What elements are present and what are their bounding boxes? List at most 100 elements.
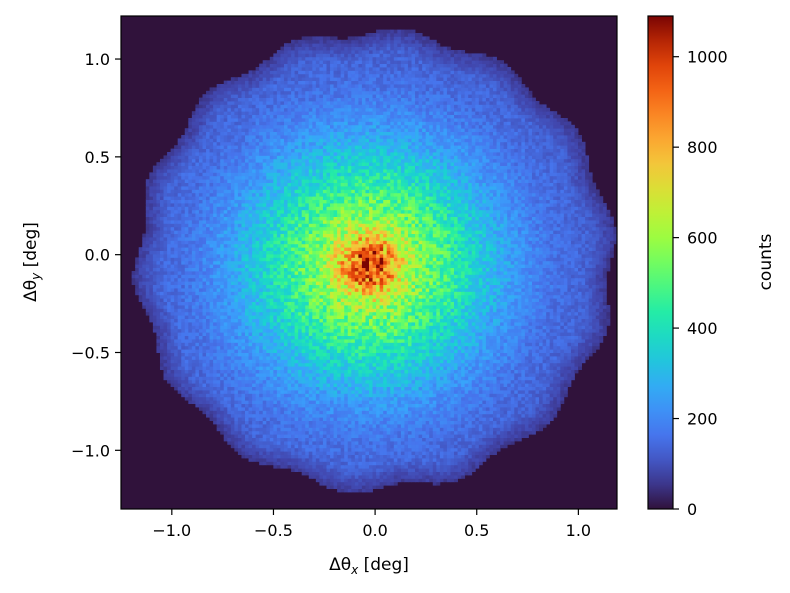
heatmap-cell: [361, 400, 366, 404]
heatmap-cell: [337, 339, 342, 343]
heatmap-cell: [283, 407, 288, 411]
heatmap-cell: [404, 345, 409, 350]
heatmap-cell: [489, 345, 494, 350]
heatmap-cell: [429, 339, 434, 343]
heatmap-cell: [443, 379, 448, 384]
heatmap-cell: [500, 328, 505, 333]
heatmap-cell: [468, 424, 473, 428]
heatmap-cell: [347, 444, 352, 449]
heatmap-cell: [390, 349, 395, 353]
heatmap-cell: [245, 356, 249, 360]
heatmap-cell: [475, 366, 480, 370]
heatmap-cell: [418, 386, 423, 391]
heatmap-cell: [347, 376, 352, 381]
heatmap-cell: [220, 373, 225, 377]
heatmap-cell: [298, 339, 303, 343]
heatmap-cell: [475, 447, 480, 452]
heatmap-cell: [209, 339, 214, 343]
heatmap-cell: [248, 407, 253, 411]
heatmap-cell: [354, 332, 359, 336]
heatmap-cell: [372, 373, 377, 377]
heatmap-cell: [468, 461, 473, 466]
heatmap-cell: [432, 475, 437, 479]
heatmap-cell: [319, 478, 324, 483]
heatmap-cell: [245, 379, 249, 384]
heatmap-cell: [563, 383, 568, 387]
heatmap-cell: [510, 359, 515, 364]
heatmap-cell: [230, 352, 235, 357]
heatmap-cell: [553, 400, 558, 404]
heatmap-cell: [358, 359, 363, 364]
heatmap-cell: [493, 410, 497, 415]
heatmap-cell: [234, 318, 239, 323]
heatmap-cell: [482, 437, 487, 442]
heatmap-cell: [393, 352, 398, 357]
heatmap-cell: [262, 325, 267, 330]
heatmap-cell: [560, 366, 565, 370]
heatmap-cell: [312, 325, 317, 330]
heatmap-cell: [478, 345, 483, 350]
heatmap-cell: [546, 407, 551, 411]
heatmap-cell: [241, 366, 246, 370]
heatmap-cell: [326, 461, 331, 466]
heatmap-cell: [418, 369, 423, 374]
heatmap-cell: [298, 454, 303, 459]
heatmap-cell: [503, 322, 508, 326]
heatmap-cell: [344, 369, 349, 374]
heatmap-cell: [450, 444, 455, 449]
heatmap-cell: [485, 403, 490, 408]
heatmap-cell: [351, 349, 356, 353]
heatmap-cell: [411, 420, 416, 425]
heatmap-cell: [227, 325, 232, 330]
heatmap-cell: [312, 366, 317, 370]
heatmap-cell: [252, 349, 257, 353]
heatmap-cell: [361, 407, 366, 411]
heatmap-cell: [266, 441, 271, 445]
heatmap-cell: [464, 322, 469, 326]
heatmap-cell: [454, 332, 458, 336]
heatmap-cell: [379, 427, 384, 432]
heatmap-cell: [383, 454, 388, 459]
heatmap-cell: [475, 322, 480, 326]
heatmap-cell: [365, 328, 370, 333]
heatmap-cell: [528, 430, 533, 435]
heatmap-cell: [400, 345, 405, 350]
heatmap-cell: [432, 424, 437, 428]
heatmap-cell: [432, 427, 437, 432]
heatmap-cell: [524, 325, 529, 330]
heatmap-cell: [167, 373, 171, 377]
heatmap-cell: [216, 427, 221, 432]
heatmap-cell: [432, 352, 437, 357]
heatmap-cell: [570, 345, 575, 350]
heatmap-cell: [237, 349, 242, 353]
heatmap-cell: [245, 410, 249, 415]
heatmap-cell: [415, 413, 419, 418]
heatmap-cell: [245, 407, 249, 411]
heatmap-cell: [308, 403, 313, 408]
heatmap-cell: [241, 444, 246, 449]
heatmap-cell: [337, 349, 342, 353]
heatmap-cell: [503, 339, 508, 343]
heatmap-cell: [418, 454, 423, 459]
heatmap-cell: [383, 413, 388, 418]
heatmap-cell: [202, 376, 207, 381]
heatmap-cell: [528, 318, 533, 323]
heatmap-cell: [390, 359, 395, 364]
heatmap-cell: [344, 458, 349, 462]
heatmap-cell: [386, 427, 391, 432]
heatmap-cell: [287, 349, 292, 353]
heatmap-cell: [443, 458, 448, 462]
heatmap-cell: [170, 311, 175, 316]
heatmap-cell: [308, 383, 313, 387]
heatmap-cell: [227, 315, 232, 319]
heatmap-cell: [283, 454, 288, 459]
heatmap-cell: [241, 362, 246, 367]
heatmap-cell: [337, 481, 342, 486]
heatmap-cell: [400, 373, 405, 377]
heatmap-cell: [344, 362, 349, 367]
heatmap-cell: [262, 447, 267, 452]
heatmap-cell: [308, 325, 313, 330]
heatmap-cell: [337, 366, 342, 370]
heatmap-cell: [592, 315, 597, 319]
heatmap-cell: [337, 420, 342, 425]
